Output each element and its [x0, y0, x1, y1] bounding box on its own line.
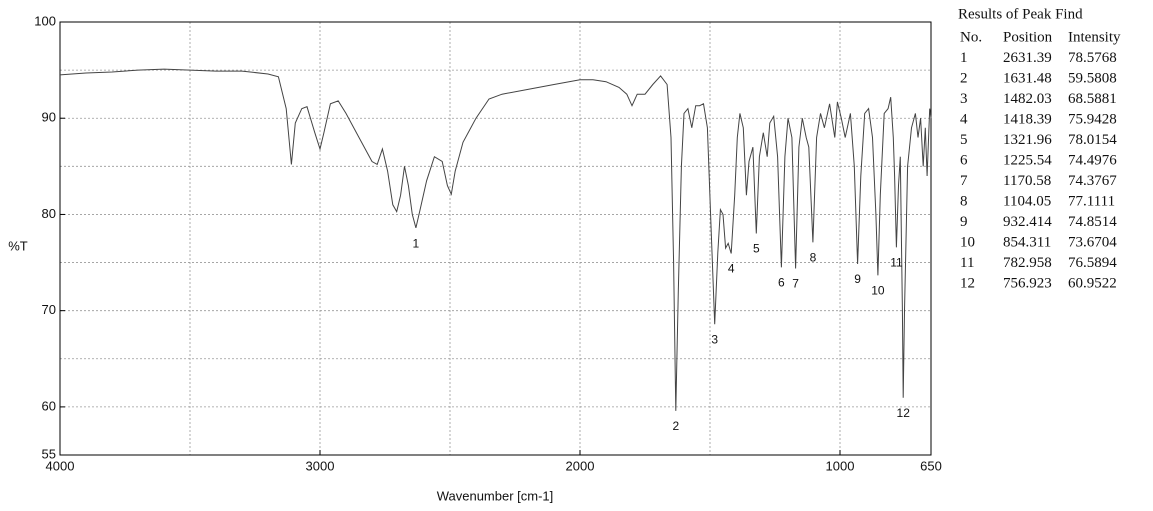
peak-label: 2: [672, 419, 679, 433]
table-cell: 60.9522: [1068, 275, 1117, 291]
table-cell: 77.1111: [1068, 193, 1115, 209]
table-cell: 73.6704: [1068, 234, 1117, 250]
table-cell: 782.958: [1003, 255, 1052, 271]
table-cell: 74.8514: [1068, 214, 1117, 230]
table-cell: 59.5808: [1068, 70, 1117, 86]
table-cell: 2: [960, 70, 968, 86]
x-axis-label: Wavenumber [cm-1]: [437, 488, 554, 503]
table-header: Position: [1003, 29, 1053, 45]
table-cell: 12: [960, 275, 975, 291]
peak-label: 6: [778, 276, 785, 290]
y-tick-label: 70: [42, 302, 56, 317]
peak-label: 5: [753, 242, 760, 256]
peak-label: 10: [871, 284, 885, 298]
table-cell: 1225.54: [1003, 152, 1052, 168]
y-tick-label: 60: [42, 398, 56, 413]
table-cell: 2631.39: [1003, 50, 1052, 66]
x-tick-label: 1000: [826, 458, 855, 473]
table-cell: 6: [960, 152, 968, 168]
table-cell: 3: [960, 91, 968, 107]
x-tick-label: 4000: [46, 458, 75, 473]
table-cell: 74.3767: [1068, 173, 1117, 189]
table-cell: 1104.05: [1003, 193, 1051, 209]
plot-frame: [59, 21, 932, 456]
table-cell: 854.311: [1003, 234, 1051, 250]
table-cell: 1418.39: [1003, 111, 1052, 127]
x-tick-label: 3000: [306, 458, 335, 473]
table-cell: 75.9428: [1068, 111, 1117, 127]
table-cell: 74.4976: [1068, 152, 1117, 168]
table-cell: 7: [960, 173, 968, 189]
table-cell: 1170.58: [1003, 173, 1051, 189]
table-cell: 68.5881: [1068, 91, 1117, 107]
table-cell: 1321.96: [1003, 132, 1052, 148]
table-header: No.: [960, 29, 982, 45]
peak-label: 9: [854, 272, 861, 286]
table-cell: 10: [960, 234, 975, 250]
table-title: Results of Peak Find: [958, 6, 1083, 22]
table-cell: 1482.03: [1003, 91, 1052, 107]
table-cell: 9: [960, 214, 968, 230]
y-tick-label: 55: [42, 446, 56, 461]
peak-label: 8: [810, 250, 817, 264]
spectrum-line: [59, 68, 932, 411]
y-axis-label: %T: [8, 238, 28, 253]
y-tick-label: 100: [34, 13, 56, 28]
table-cell: 78.5768: [1068, 50, 1117, 66]
peak-label: 3: [711, 332, 718, 346]
table-cell: 756.923: [1003, 275, 1052, 291]
peak-label: 4: [728, 262, 735, 276]
table-cell: 11: [960, 255, 974, 271]
y-tick-label: 80: [42, 206, 56, 221]
x-tick-label: 650: [920, 458, 942, 473]
peak-label: 12: [897, 406, 911, 420]
peak-label: 1: [412, 236, 419, 250]
table-cell: 1: [960, 50, 968, 66]
table-cell: 1631.48: [1003, 70, 1052, 86]
peak-label: 11: [890, 255, 903, 269]
peak-label: 7: [792, 277, 799, 291]
table-cell: 78.0154: [1068, 132, 1117, 148]
table-cell: 5: [960, 132, 968, 148]
table-header: Intensity: [1068, 29, 1121, 45]
table-cell: 8: [960, 193, 968, 209]
y-tick-label: 90: [42, 110, 56, 125]
table-cell: 4: [960, 111, 968, 127]
table-cell: 76.5894: [1068, 255, 1117, 271]
table-cell: 932.414: [1003, 214, 1052, 230]
x-tick-label: 2000: [566, 458, 595, 473]
